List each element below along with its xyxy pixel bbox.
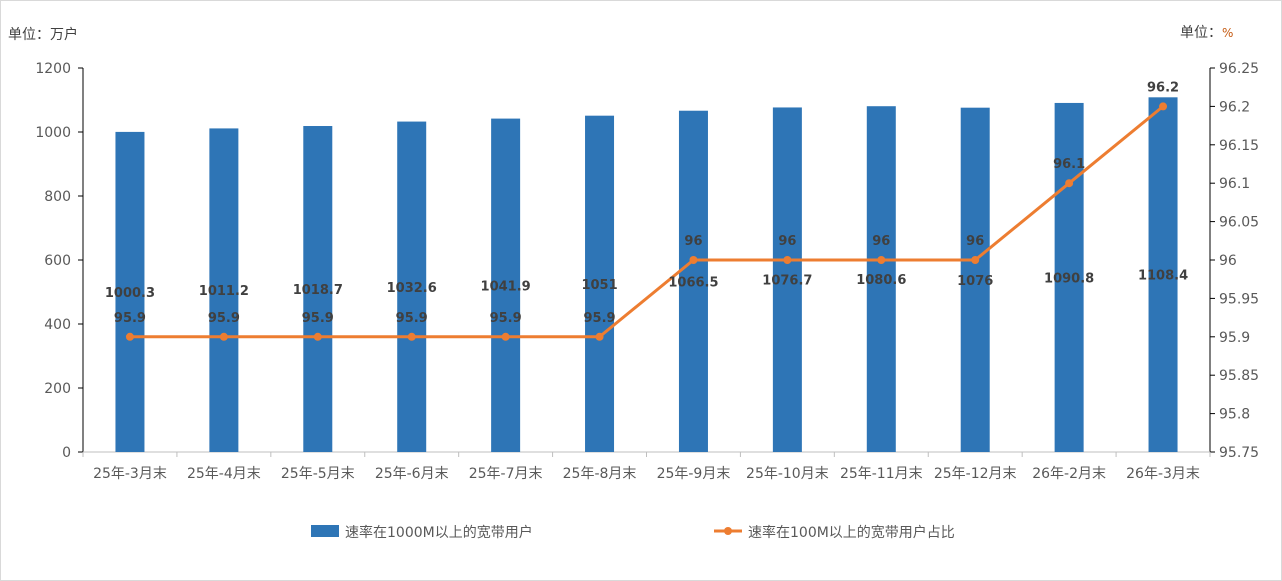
line-point (125, 332, 134, 341)
line-data-label: 96 (778, 234, 796, 249)
legend-bar-label: 速率在1000M以上的宽带用户 (345, 524, 533, 541)
line-point (219, 332, 228, 341)
right-unit-label: 单位：% (1180, 25, 1233, 41)
x-axis-tick-label: 25年-6月末 (375, 466, 449, 482)
x-axis-tick-label: 25年-3月末 (93, 466, 167, 482)
x-axis-tick-label: 25年-8月末 (563, 466, 637, 482)
line-data-label: 95.9 (584, 311, 616, 326)
bar (303, 126, 333, 453)
line-data-label: 95.9 (490, 311, 522, 326)
line-point (971, 256, 980, 264)
bar-data-label: 1018.7 (293, 283, 343, 298)
legend-line-marker (724, 527, 732, 535)
x-axis-tick-label: 25年-10月末 (746, 466, 829, 482)
line-data-label: 96.2 (1147, 80, 1179, 95)
right-axis-tick-label: 95.8 (1219, 407, 1250, 423)
percent-symbol: % (1222, 26, 1233, 40)
line-data-label: 96 (684, 234, 702, 249)
line-point (501, 332, 510, 341)
right-axis-tick-label: 96.15 (1219, 138, 1259, 154)
x-axis-tick-label: 25年-12月末 (934, 466, 1017, 482)
bar-data-label: 1090.8 (1044, 271, 1094, 286)
bar (960, 107, 990, 453)
bar (1054, 102, 1084, 452)
bar (866, 106, 896, 452)
line-point (689, 256, 698, 264)
line-point (1159, 102, 1168, 111)
left-axis-tick-label: 400 (44, 317, 71, 333)
bar (678, 110, 708, 452)
left-axis-tick-label: 1000 (35, 125, 71, 141)
x-axis-tick-label: 26年-2月末 (1032, 466, 1106, 482)
x-axis-tick-label: 25年-5月末 (281, 466, 355, 482)
left-axis-tick-label: 0 (62, 445, 71, 461)
line-point (1065, 179, 1074, 188)
left-axis-tick-label: 1200 (35, 61, 71, 77)
line-point (783, 256, 792, 264)
bar (115, 131, 145, 453)
line-data-label: 95.9 (396, 311, 428, 326)
line-data-label: 95.9 (302, 311, 334, 326)
x-axis-tick-label: 25年-7月末 (469, 466, 543, 482)
bar-data-label: 1076 (957, 274, 993, 289)
bar-data-label: 1032.6 (387, 281, 437, 296)
x-axis-tick-label: 25年-9月末 (657, 466, 731, 482)
line-point (877, 256, 886, 264)
bar-data-label: 1041.9 (481, 279, 531, 294)
legend-bar-swatch (311, 525, 339, 537)
left-axis-tick-label: 800 (44, 189, 71, 205)
bar (397, 121, 427, 453)
bar (772, 107, 802, 453)
line-data-label: 96.1 (1053, 157, 1085, 172)
bar (1148, 97, 1178, 452)
x-axis-tick-label: 25年-4月末 (187, 466, 261, 482)
x-axis-tick-label: 26年-3月末 (1126, 466, 1200, 482)
line-point (313, 332, 322, 341)
line-point (595, 332, 604, 341)
bar-data-label: 1080.6 (856, 273, 906, 288)
line-data-label: 95.9 (208, 311, 240, 326)
x-axis-tick-label: 25年-11月末 (840, 466, 923, 482)
bar-data-label: 1051 (581, 278, 617, 293)
line-data-label: 96 (966, 234, 984, 249)
right-axis-tick-label: 95.95 (1219, 291, 1259, 307)
right-axis-tick-label: 95.85 (1219, 368, 1259, 384)
right-axis-tick-label: 95.75 (1219, 445, 1259, 461)
bar (585, 115, 615, 453)
right-axis-tick-label: 96.25 (1219, 61, 1259, 77)
bar-data-label: 1076.7 (762, 274, 812, 289)
legend-line-label: 速率在100M以上的宽带用户占比 (748, 524, 955, 541)
bar-data-label: 1011.2 (199, 284, 249, 299)
bar-data-label: 1066.5 (668, 275, 718, 290)
line-point (407, 332, 416, 341)
left-axis-tick-label: 200 (44, 381, 71, 397)
bar (491, 118, 521, 452)
bar-data-label: 1108.4 (1138, 269, 1188, 284)
right-axis-tick-label: 96.2 (1219, 99, 1250, 115)
right-axis-tick-label: 96.1 (1219, 176, 1250, 192)
line-data-label: 96 (872, 234, 890, 249)
line-data-label: 95.9 (114, 311, 146, 326)
bar (209, 128, 239, 452)
left-axis-tick-label: 600 (44, 253, 71, 269)
bar-data-label: 1000.3 (105, 286, 155, 301)
left-unit-label: 单位：万户 (8, 26, 78, 43)
right-axis-tick-label: 96.05 (1219, 215, 1259, 231)
right-axis-tick-label: 96 (1219, 253, 1237, 269)
series-line (129, 105, 1164, 339)
right-axis-tick-label: 95.9 (1219, 330, 1250, 346)
